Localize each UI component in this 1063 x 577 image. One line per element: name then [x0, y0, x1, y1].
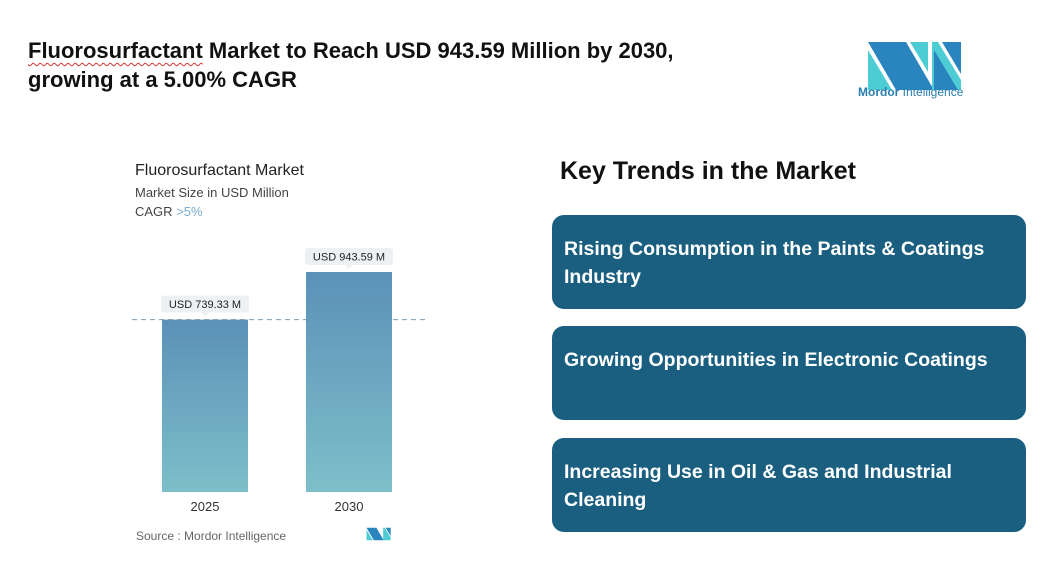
data-label: USD 739.33 M [169, 299, 241, 311]
headline-keyword: Fluorosurfactant [28, 38, 203, 63]
trend-card: Increasing Use in Oil & Gas and Industri… [552, 438, 1026, 532]
bar-2025 [162, 319, 248, 492]
data-label: USD 943.59 M [313, 252, 385, 264]
chart-title: Fluorosurfactant Market [135, 162, 304, 179]
bar-chart: USD 739.33 M 2025 USD 943.59 M 2030 [132, 248, 425, 514]
headline-line1: Market to Reach USD 943.59 Million by 20… [202, 38, 674, 63]
chart-subtitle: Market Size in USD Million [135, 185, 289, 200]
x-tick-label: 2030 [335, 499, 364, 514]
chart-cagr: CAGR >5% [135, 204, 203, 219]
data-label-bg [161, 295, 249, 313]
headline-line2: growing at a 5.00% CAGR [28, 67, 297, 92]
trend-card: Growing Opportunities in Electronic Coat… [552, 326, 1026, 420]
trends-title: Key Trends in the Market [560, 157, 856, 185]
bar-2030 [306, 272, 392, 492]
data-label-pointer [345, 265, 353, 269]
data-label-pointer [201, 312, 209, 317]
logo-text: Mordor Intelligence [858, 85, 964, 99]
data-label-bg [305, 248, 393, 265]
trend-card: Rising Consumption in the Paints & Coati… [552, 215, 1026, 309]
chart-source: Source : Mordor Intelligence [136, 529, 287, 543]
x-tick-label: 2025 [191, 499, 220, 514]
headline: Fluorosurfactant Market to Reach USD 943… [28, 36, 674, 94]
mordor-logo [868, 42, 961, 90]
source-logo-icon [366, 527, 391, 541]
